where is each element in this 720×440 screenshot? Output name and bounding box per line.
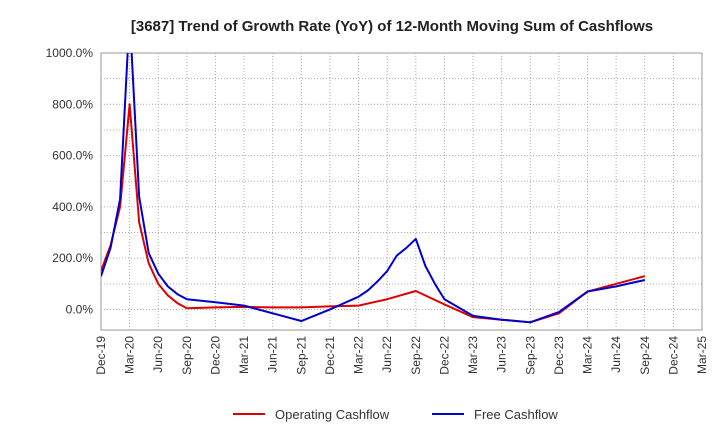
y-tick-label: 400.0% <box>52 200 93 214</box>
x-tick-label: Mar-23 <box>466 336 480 374</box>
x-tick-label: Sep-21 <box>294 336 308 375</box>
x-tick-label: Jun-23 <box>495 336 509 373</box>
x-tick-label: Jun-24 <box>609 336 623 373</box>
x-tick-label: Sep-22 <box>409 336 423 375</box>
grid-layer <box>100 52 703 331</box>
series-layer <box>101 53 646 324</box>
x-tick-label: Dec-24 <box>666 336 680 375</box>
x-tick-label: Dec-20 <box>208 336 222 375</box>
x-tick-label: Mar-20 <box>123 336 137 374</box>
legend: Operating Cashflow Free Cashflow <box>233 407 558 422</box>
x-tick-label: Mar-21 <box>237 336 251 374</box>
free-cashflow-line <box>101 53 645 324</box>
y-tick-label: 1000.0% <box>46 46 94 60</box>
x-tick-label: Dec-19 <box>94 336 108 375</box>
x-tick-label: Dec-21 <box>323 336 337 375</box>
x-tick-label: Sep-23 <box>523 336 537 375</box>
legend-operating-cashflow-label: Operating Cashflow <box>275 407 390 422</box>
x-tick-label: Mar-22 <box>352 336 366 374</box>
x-tick-label: Sep-24 <box>638 336 652 375</box>
x-tick-label: Dec-23 <box>552 336 566 375</box>
x-tick-label: Dec-22 <box>437 336 451 375</box>
x-tick-label: Sep-20 <box>180 336 194 375</box>
axis-layer: 0.0% 200.0% 400.0% 600.0% 800.0% 1000.0% Dec-1… <box>46 46 709 375</box>
legend-free-cashflow-label: Free Cashflow <box>474 407 558 422</box>
x-tick-label: Jun-20 <box>151 336 165 373</box>
x-tick-label: Mar-25 <box>695 336 709 374</box>
y-tick-label: 0.0% <box>66 302 94 316</box>
plot-area <box>100 52 703 331</box>
y-tick-label: 800.0% <box>52 97 93 111</box>
x-tick-label: Jun-21 <box>266 336 280 373</box>
y-tick-label: 600.0% <box>52 149 93 163</box>
chart-title: [3687] Trend of Growth Rate (YoY) of 12-… <box>131 18 653 35</box>
x-tick-label: Mar-24 <box>581 336 595 374</box>
x-tick-label: Jun-22 <box>380 336 394 373</box>
y-tick-label: 200.0% <box>52 251 93 265</box>
